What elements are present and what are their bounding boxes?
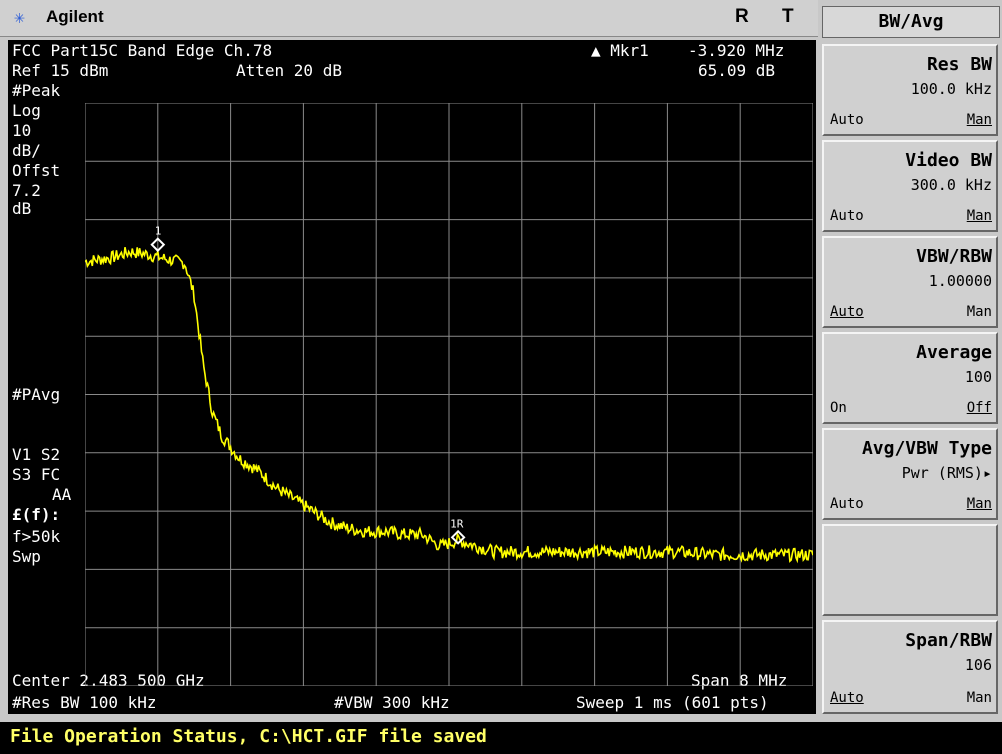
softkey-option-right: Man bbox=[966, 304, 992, 320]
f50k-annotation: f>50k bbox=[12, 527, 61, 546]
softkey-option-right: Man bbox=[966, 690, 992, 706]
softkey-option-right: Man bbox=[966, 112, 992, 128]
softkey-value: 106 bbox=[964, 656, 992, 674]
softkey-7[interactable]: Span/RBW 106 Auto Man bbox=[822, 620, 998, 714]
menu-title: BW/Avg bbox=[822, 6, 1000, 38]
title-bar: ✳ Agilent R T bbox=[0, 0, 818, 37]
softkey-6[interactable] bbox=[822, 524, 998, 616]
marker-frequency: -3.920 MHz bbox=[688, 41, 785, 60]
spectrum-trace bbox=[85, 247, 813, 564]
softkey-label: Span/RBW bbox=[905, 630, 992, 651]
markers: 1 1R bbox=[150, 225, 466, 545]
softkey-4[interactable]: Average 100 On Off bbox=[822, 332, 998, 424]
function-annotation: £(f): bbox=[12, 505, 61, 524]
status-text: File Operation Status, C:\HCT.GIF file s… bbox=[10, 726, 487, 747]
left-annotation: 7.2 bbox=[12, 181, 41, 200]
marker-label: ▲ Mkr1 bbox=[591, 41, 649, 60]
brand-label: Agilent bbox=[46, 7, 104, 26]
analyzer-screen: FCC Part15C Band Edge Ch.78 ▲ Mkr1 -3.92… bbox=[8, 40, 816, 714]
softkey-label: VBW/RBW bbox=[916, 246, 992, 267]
s3fc-annotation: S3 FC bbox=[12, 465, 61, 484]
left-annotation: dB bbox=[12, 199, 32, 218]
softkey-option-left: Auto bbox=[830, 304, 864, 320]
aa-annotation: AA bbox=[52, 485, 72, 504]
swp-annotation: Swp bbox=[12, 547, 41, 566]
softkey-option-left: Auto bbox=[830, 496, 864, 512]
softkey-option-right: Man bbox=[966, 208, 992, 224]
softkey-value: 100.0 kHz bbox=[910, 80, 992, 98]
softkey-value: 1.00000 bbox=[928, 272, 992, 290]
agilent-logo-icon: ✳ bbox=[14, 7, 25, 28]
marker-label: 1R bbox=[450, 517, 464, 530]
softkey-2[interactable]: Video BW 300.0 kHz Auto Man bbox=[822, 140, 998, 232]
graticule bbox=[85, 103, 813, 686]
softkey-option-left: Auto bbox=[830, 208, 864, 224]
softkey-value: 100 bbox=[964, 368, 992, 386]
softkey-value: Pwr (RMS)▸ bbox=[901, 464, 992, 482]
softkey-option-right: Man bbox=[966, 496, 992, 512]
softkey-option-left: On bbox=[830, 400, 847, 416]
left-annotation: dB/ bbox=[12, 141, 41, 160]
marker-diamond-icon bbox=[450, 529, 466, 545]
softkey-label: Video BW bbox=[905, 150, 992, 171]
spectrum-plot: 1 1R bbox=[85, 103, 813, 686]
attenuation: Atten 20 dB bbox=[236, 61, 342, 80]
reference-level: Ref 15 dBm bbox=[12, 61, 109, 80]
span: Span 8 MHz bbox=[691, 671, 788, 690]
softkey-option-right: Off bbox=[966, 400, 992, 416]
trigger-indicator: T bbox=[782, 6, 794, 27]
remote-indicator: R bbox=[735, 6, 749, 27]
sweep-time: Sweep 1 ms (601 pts) bbox=[576, 693, 769, 712]
video-bandwidth: #VBW 300 kHz bbox=[334, 693, 450, 712]
screen-title: FCC Part15C Band Edge Ch.78 bbox=[12, 41, 273, 60]
marker-diamond-icon bbox=[150, 237, 166, 253]
softkey-3[interactable]: VBW/RBW 1.00000 Auto Man bbox=[822, 236, 998, 328]
pavg-annotation: #PAvg bbox=[12, 385, 61, 404]
status-bar: File Operation Status, C:\HCT.GIF file s… bbox=[0, 722, 1002, 754]
softkey-label: Average bbox=[916, 342, 992, 363]
left-annotation: #Peak bbox=[12, 81, 61, 100]
resolution-bandwidth: #Res BW 100 kHz bbox=[12, 693, 157, 712]
marker-label: 1 bbox=[155, 225, 162, 238]
left-annotation: 10 bbox=[12, 121, 32, 140]
softkey-5[interactable]: Avg/VBW Type Pwr (RMS)▸ Auto Man bbox=[822, 428, 998, 520]
softkey-label: Avg/VBW Type bbox=[861, 438, 992, 459]
softkey-option-left: Auto bbox=[830, 690, 864, 706]
softkey-option-left: Auto bbox=[830, 112, 864, 128]
softkey-label: Res BW bbox=[926, 54, 992, 75]
left-annotation: Log bbox=[12, 101, 41, 120]
softkey-1[interactable]: Res BW 100.0 kHz Auto Man bbox=[822, 44, 998, 136]
softkey-value: 300.0 kHz bbox=[910, 176, 992, 194]
center-frequency: Center 2.483 500 GHz bbox=[12, 671, 205, 690]
v1s2-annotation: V1 S2 bbox=[12, 445, 61, 464]
marker-delta: 65.09 dB bbox=[698, 61, 776, 80]
left-annotation: Offst bbox=[12, 161, 61, 180]
